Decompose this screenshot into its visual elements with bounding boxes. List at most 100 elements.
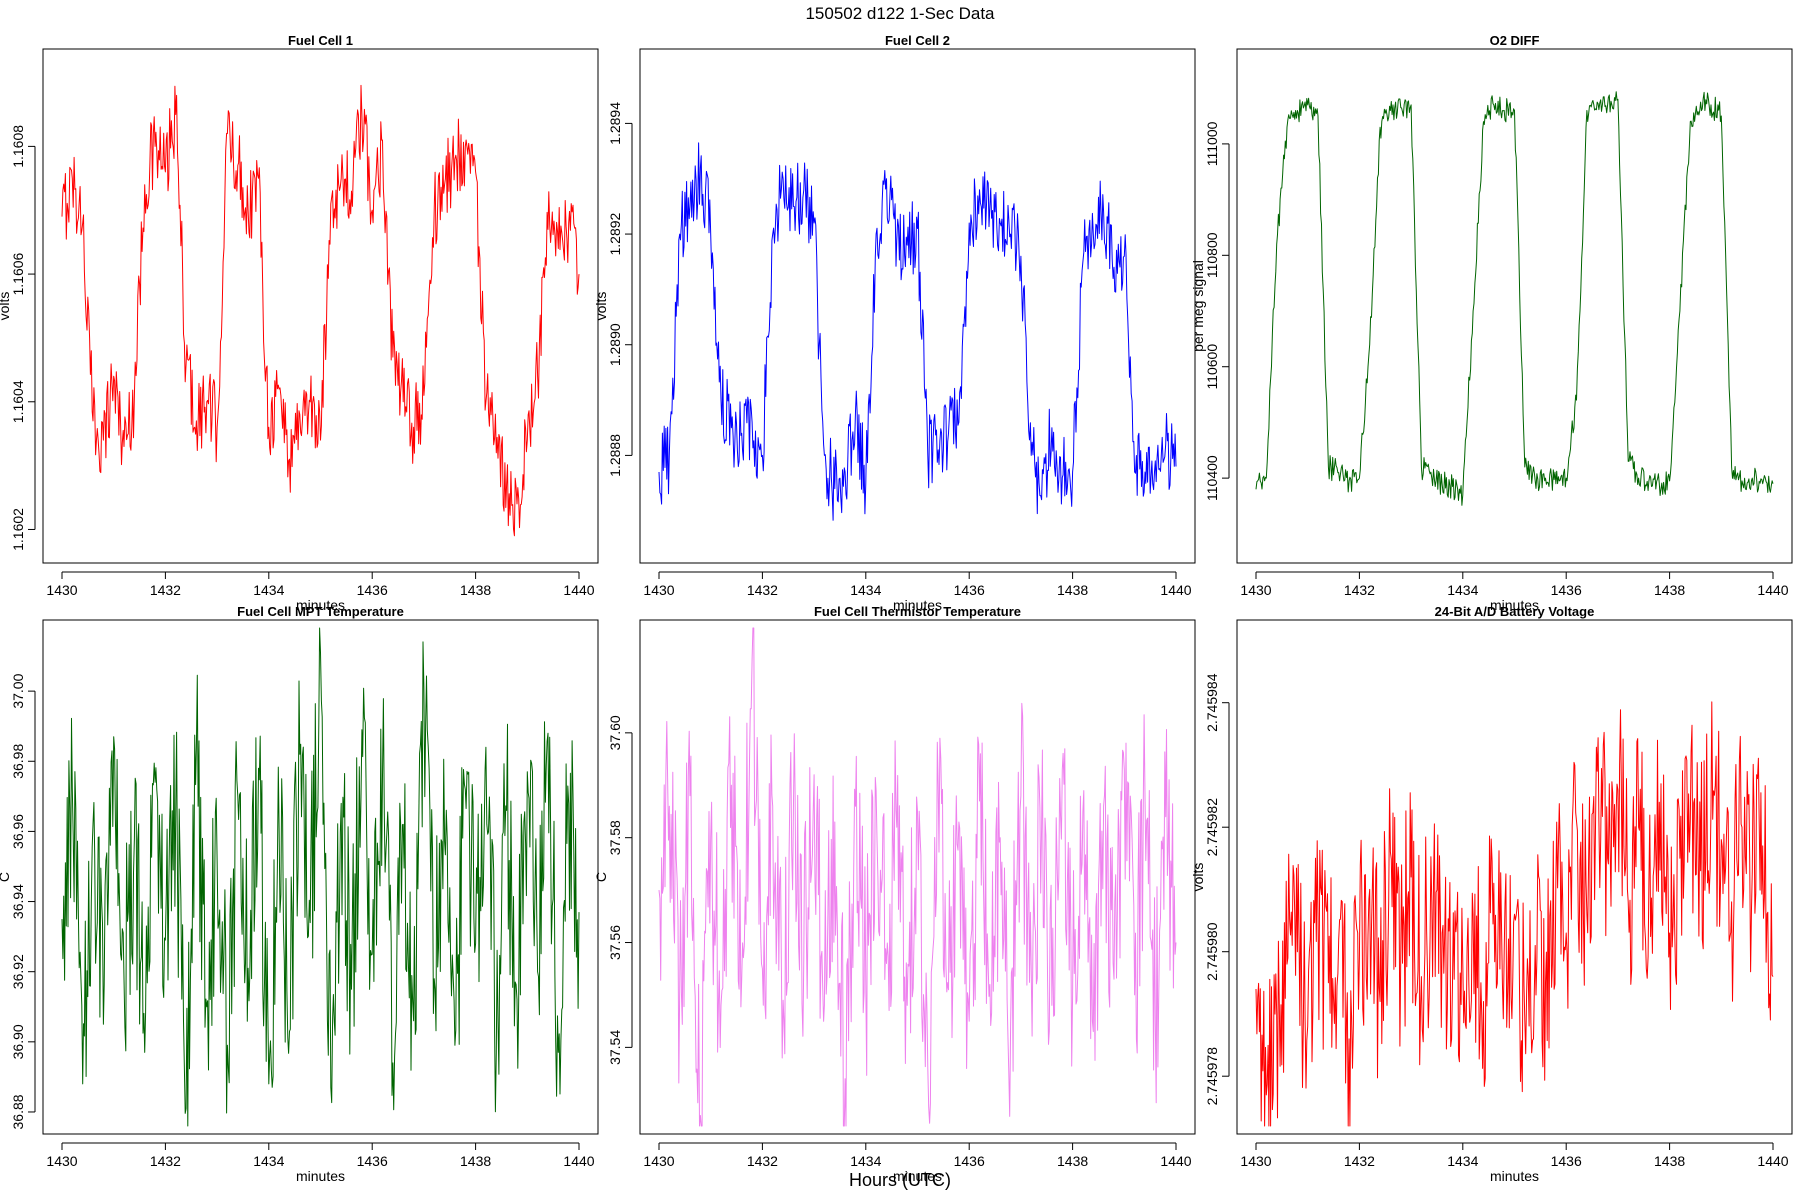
y-tick-label: 36.92 xyxy=(10,954,26,989)
chart-title: Fuel Cell Thermistor Temperature xyxy=(814,604,1021,619)
y-axis-label: volts xyxy=(0,292,12,321)
series-line-therm xyxy=(658,627,1177,1127)
x-tick-label: 1432 xyxy=(747,582,778,598)
chart-title: Fuel Cell MPT Temperature xyxy=(237,604,404,619)
y-tick-label: 111000 xyxy=(1204,121,1220,166)
y-tick-label: 1.1604 xyxy=(10,380,26,423)
chart-panel-batt: 24-Bit A/D Battery Voltage 1430 1432 1434 14… xyxy=(1190,604,1793,1184)
x-tick-label: 1438 xyxy=(1654,582,1685,598)
y-tick-label: 1.2894 xyxy=(607,102,623,145)
x-tick-label: 1438 xyxy=(1654,1153,1685,1169)
x-tick-label: 1436 xyxy=(1551,1153,1582,1169)
y-tick-label: 2.745982 xyxy=(1204,798,1220,857)
x-tick-label: 1432 xyxy=(150,582,181,598)
chart-panel-o2: O2 DIFF 1430 1432 1434 1436 1438 1440 minutes 11… xyxy=(1190,33,1793,613)
x-tick-label: 1436 xyxy=(1551,582,1582,598)
chart-title: Fuel Cell 2 xyxy=(885,33,950,48)
y-tick-label: 1.1606 xyxy=(10,252,26,295)
x-tick-label: 1440 xyxy=(1160,582,1191,598)
x-tick-label: 1430 xyxy=(643,582,674,598)
y-tick-label: 36.98 xyxy=(10,744,26,779)
chart-panel-fc1: Fuel Cell 1 1430 1432 1434 1436 1438 1440 minut… xyxy=(0,33,599,613)
y-axis-label: C xyxy=(0,872,12,882)
x-tick-label: 1434 xyxy=(253,582,284,598)
y-tick-label: 2.745980 xyxy=(1204,922,1220,981)
x-tick-label: 1430 xyxy=(1240,582,1271,598)
series-line-fc1 xyxy=(61,84,580,537)
y-tick-label: 2.745984 xyxy=(1204,673,1220,732)
y-tick-label: 1.2888 xyxy=(607,434,623,477)
x-tick-label: 1430 xyxy=(643,1153,674,1169)
y-tick-label: 37.58 xyxy=(607,820,623,855)
y-tick-label: 37.54 xyxy=(607,1030,623,1065)
x-tick-label: 1438 xyxy=(460,1153,491,1169)
x-tick-label: 1430 xyxy=(46,582,77,598)
chart-title: O2 DIFF xyxy=(1490,33,1540,48)
y-tick-label: 1.1602 xyxy=(10,508,26,551)
y-tick-label: 37.60 xyxy=(607,715,623,750)
x-tick-label: 1432 xyxy=(747,1153,778,1169)
plot-frame xyxy=(1236,619,1793,1135)
x-tick-label: 1436 xyxy=(357,582,388,598)
x-axis-label: minutes xyxy=(1490,597,1539,613)
y-tick-label: 110600 xyxy=(1204,344,1220,390)
x-tick-label: 1432 xyxy=(150,1153,181,1169)
x-axis-label: minutes xyxy=(893,597,942,613)
y-tick-label: 1.2890 xyxy=(607,323,623,366)
x-tick-label: 1436 xyxy=(357,1153,388,1169)
x-axis-label: minutes xyxy=(893,1168,942,1184)
x-tick-label: 1438 xyxy=(1057,1153,1088,1169)
series-line-fc2 xyxy=(658,142,1177,521)
y-tick-label: 36.94 xyxy=(10,884,26,919)
x-tick-label: 1434 xyxy=(253,1153,284,1169)
y-tick-label: 37.56 xyxy=(607,925,623,960)
panel-grid: Fuel Cell 1 1430 1432 1434 1436 1438 1440 minut… xyxy=(0,33,1793,1184)
y-tick-label: 36.88 xyxy=(10,1094,26,1129)
plot-frame xyxy=(639,619,1196,1135)
y-tick-label: 110400 xyxy=(1204,455,1220,501)
x-tick-label: 1432 xyxy=(1344,582,1375,598)
x-tick-label: 1436 xyxy=(954,582,985,598)
chart-title: 24-Bit A/D Battery Voltage xyxy=(1435,604,1595,619)
x-tick-label: 1436 xyxy=(954,1153,985,1169)
x-tick-label: 1430 xyxy=(1240,1153,1271,1169)
x-tick-label: 1440 xyxy=(1757,582,1788,598)
y-tick-label: 2.745978 xyxy=(1204,1047,1220,1106)
plot-frame xyxy=(42,48,599,564)
x-tick-label: 1438 xyxy=(460,582,491,598)
x-tick-label: 1434 xyxy=(1447,1153,1478,1169)
x-tick-label: 1432 xyxy=(1344,1153,1375,1169)
y-axis-label: C xyxy=(593,872,609,882)
x-tick-label: 1440 xyxy=(1757,1153,1788,1169)
series-line-o2 xyxy=(1255,91,1774,506)
chart-panel-therm: Fuel Cell Thermistor Temperature 1430 1432… xyxy=(593,604,1196,1184)
plot-frame xyxy=(639,48,1196,564)
x-tick-label: 1434 xyxy=(1447,582,1478,598)
y-tick-label: 37.00 xyxy=(10,673,26,708)
y-axis-label: volts xyxy=(1190,863,1206,892)
series-line-mpt xyxy=(61,627,580,1127)
x-tick-label: 1434 xyxy=(850,582,881,598)
figure-title: 150502 d122 1-Sec Data xyxy=(805,4,995,23)
x-tick-label: 1440 xyxy=(563,582,594,598)
y-tick-label: 36.96 xyxy=(10,814,26,849)
x-axis-label: minutes xyxy=(296,1168,345,1184)
x-tick-label: 1438 xyxy=(1057,582,1088,598)
chart-panel-fc2: Fuel Cell 2 1430 1432 1434 1436 1438 1440 minut… xyxy=(593,33,1196,613)
series-line-batt xyxy=(1255,701,1774,1127)
x-axis-label: minutes xyxy=(296,597,345,613)
y-tick-label: 110800 xyxy=(1204,232,1220,278)
x-axis-label: minutes xyxy=(1490,1168,1539,1184)
x-tick-label: 1440 xyxy=(563,1153,594,1169)
y-axis-label: volts xyxy=(593,292,609,321)
x-tick-label: 1434 xyxy=(850,1153,881,1169)
y-tick-label: 36.90 xyxy=(10,1024,26,1059)
chart-title: Fuel Cell 1 xyxy=(288,33,353,48)
plot-frame xyxy=(42,619,599,1135)
y-axis-label: per meg signal xyxy=(1190,260,1206,352)
chart-panel-mpt: Fuel Cell MPT Temperature 1430 1432 1434 143… xyxy=(0,604,599,1184)
y-tick-label: 1.1608 xyxy=(10,125,26,168)
figure-xlabel: Hours (UTC) xyxy=(849,1170,951,1190)
y-tick-label: 1.2892 xyxy=(607,212,623,255)
